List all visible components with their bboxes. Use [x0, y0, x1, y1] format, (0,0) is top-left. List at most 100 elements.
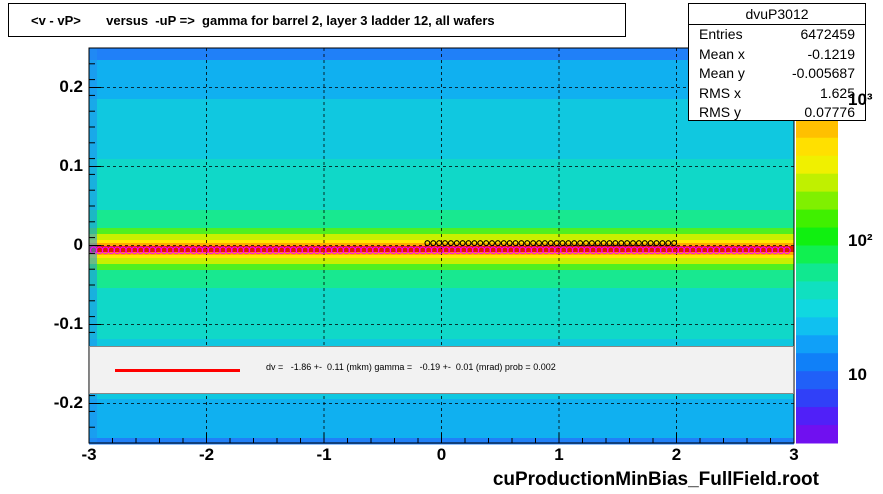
profile-point-red [683, 246, 691, 254]
heatmap-row [89, 75, 794, 79]
heatmap-row [89, 255, 794, 259]
heatmap-row [89, 129, 794, 133]
profile-point-black [600, 240, 607, 247]
heatmap-row [89, 303, 794, 307]
profile-point-red [565, 246, 574, 254]
palette-segment [796, 155, 838, 175]
profile-point-red [336, 246, 345, 254]
stats-value: 0.07776 [804, 104, 855, 120]
plot-title: <v - vP> versus -uP => gamma for barrel … [8, 3, 626, 37]
profile-point-red [430, 246, 439, 254]
legend-text: dv = -1.86 +- 0.11 (mkm) gamma = -0.19 +… [266, 362, 556, 372]
profile-point-black [583, 240, 589, 247]
profile-point-red [624, 246, 633, 254]
profile-point-red [636, 246, 644, 254]
palette-segment [796, 245, 838, 264]
profile-point-black [500, 240, 507, 247]
profile-point-red [301, 246, 309, 254]
profile-point-black [436, 240, 443, 247]
profile-point-black [453, 240, 460, 247]
profile-point-red [407, 246, 415, 254]
profile-point-red [125, 246, 133, 254]
stats-name: dvuP3012 [689, 4, 865, 25]
profile-point-red [113, 246, 121, 254]
profile-point-red [213, 246, 221, 254]
profile-point-red [607, 246, 615, 254]
heatmap-row [89, 69, 794, 73]
profile-point-black [641, 240, 648, 247]
heatmap-row [89, 279, 794, 283]
profile-point-red [313, 246, 321, 254]
palette-segment [796, 371, 838, 390]
palette-segment [796, 317, 838, 336]
x-tick-label: -3 [81, 445, 97, 464]
profile-point-red [542, 246, 550, 254]
heatmap-row [89, 249, 794, 253]
x-tick-label: -1 [316, 445, 332, 464]
heatmap-row [89, 213, 794, 217]
heatmap-row [89, 111, 794, 115]
palette-segment [796, 353, 838, 372]
palette-segment [796, 119, 838, 139]
profile-point-red [154, 246, 163, 254]
profile-point-black [647, 240, 654, 247]
profile-point-red [195, 246, 204, 254]
profile-point-black [447, 240, 454, 247]
stats-value: 1.625 [819, 84, 855, 101]
palette-segment [796, 407, 838, 426]
heatmap-row [89, 165, 794, 169]
palette-segment [796, 389, 838, 408]
heatmap-row [89, 297, 794, 301]
heatmap-row [89, 411, 794, 415]
palette-segment [796, 281, 838, 300]
profile-point-red [771, 246, 779, 254]
profile-point-red [295, 246, 304, 254]
heatmap-row [89, 123, 794, 127]
profile-point-red [783, 246, 791, 254]
profile-point-red [748, 246, 756, 254]
profile-point-red [648, 246, 656, 254]
heatmap-row [89, 81, 794, 85]
profile-point-red [742, 246, 750, 254]
profile-point-red [419, 246, 427, 254]
palette-segment [796, 209, 838, 229]
profile-point-red [730, 246, 738, 254]
z-tick-label: 10 [848, 365, 867, 384]
x-tick-label: 3 [789, 445, 799, 464]
stats-label: Entries [699, 26, 743, 42]
profile-point-red [736, 246, 744, 254]
heatmap-row [89, 177, 794, 181]
y-tick-label: -0.1 [53, 313, 83, 333]
heatmap-row [89, 135, 794, 139]
profile-point-red [695, 246, 703, 254]
heatmap-row [89, 207, 794, 211]
profile-point-red [560, 246, 568, 254]
profile-point-black [559, 240, 566, 247]
profile-point-red [354, 246, 362, 254]
stats-row-entries: Entries 6472459 [689, 25, 865, 45]
legend-line-marker [115, 369, 240, 372]
heatmap-row [89, 285, 794, 289]
profile-point-red [424, 246, 433, 254]
profile-point-red [718, 246, 727, 254]
profile-point-red [612, 246, 621, 254]
heatmap-row [89, 237, 794, 241]
profile-point-red [536, 246, 544, 254]
palette-segment [796, 173, 838, 193]
profile-point-black [442, 240, 448, 247]
profile-point-red [260, 246, 268, 254]
file-name-footer: cuProductionMinBias_FullField.root [492, 469, 819, 490]
profile-point-red [184, 246, 192, 254]
profile-point-red [689, 246, 697, 254]
profile-point-red [172, 246, 180, 254]
stats-row-rms-y: RMS y 0.07776 [689, 103, 865, 123]
palette-segment [796, 425, 838, 444]
heatmap-row [89, 327, 794, 331]
heatmap-row [89, 87, 794, 91]
profile-point-red [166, 246, 174, 254]
profile-point-red [160, 246, 168, 254]
heatmap-row [89, 417, 794, 421]
heatmap-row [89, 309, 794, 313]
profile-point-red [207, 246, 215, 254]
profile-point-black [518, 240, 525, 247]
